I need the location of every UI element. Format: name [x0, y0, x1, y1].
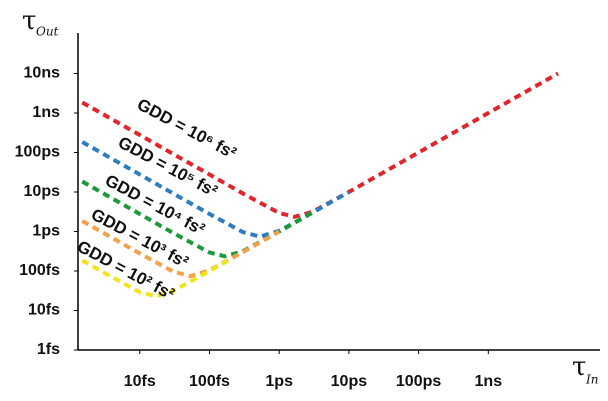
y-tick-label: 1fs: [37, 341, 60, 358]
x-tick-label: 1ns: [475, 373, 503, 390]
x-tick-label: 10fs: [124, 373, 156, 390]
x-tick-label: 10ps: [331, 373, 368, 390]
x-tick-label: 100fs: [189, 373, 230, 390]
x-tick-label: 100ps: [396, 373, 441, 390]
x-label: τ: [572, 352, 586, 382]
y-tick-label: 1ns: [32, 104, 60, 121]
x-tick-label: 1ps: [265, 373, 293, 390]
y-tick-label: 10ps: [24, 183, 61, 200]
y-label: τ: [22, 6, 36, 36]
series-line: [81, 71, 559, 219]
y-tick-label: 100ps: [15, 144, 60, 161]
y-tick-label: 100fs: [19, 262, 60, 279]
y-tick-label: 1ps: [32, 223, 60, 240]
y-tick-label: 10ns: [24, 65, 61, 82]
series-line: [81, 219, 281, 279]
x-label-sub: In: [585, 373, 598, 387]
y-label-sub: Out: [36, 25, 59, 39]
y-tick-label: 10fs: [28, 302, 60, 319]
series-line: [81, 257, 232, 299]
